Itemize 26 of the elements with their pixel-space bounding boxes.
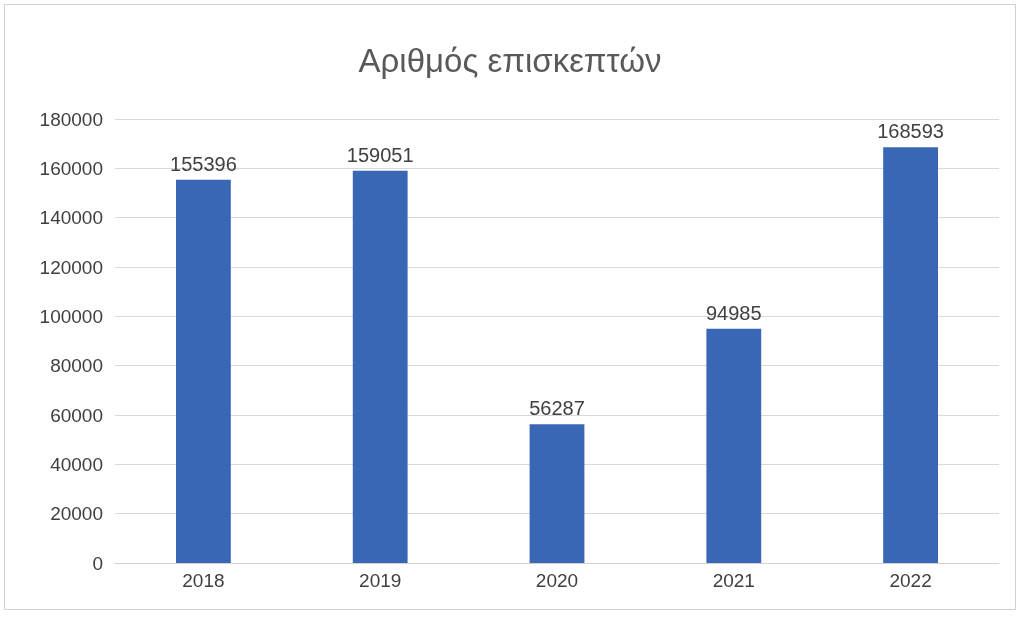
bar <box>176 179 231 563</box>
data-label: 56287 <box>529 397 585 420</box>
y-tick-label: 180000 <box>39 108 103 130</box>
x-tick-label: 2018 <box>182 570 225 591</box>
chart-title: Αριθμός επισκεπτών <box>358 42 662 79</box>
bar <box>706 328 762 563</box>
x-tick-label: 2019 <box>359 570 402 591</box>
y-tick-label: 20000 <box>50 503 103 525</box>
y-tick-label: 140000 <box>39 207 103 229</box>
y-tick-label: 100000 <box>39 305 103 327</box>
data-label: 159051 <box>346 143 414 166</box>
y-tick-label: 40000 <box>50 453 103 475</box>
x-tick-label: 2020 <box>535 570 579 591</box>
y-tick-label: 60000 <box>50 404 103 426</box>
bar <box>529 424 585 563</box>
y-tick-label: 0 <box>92 552 103 574</box>
y-tick-label: 80000 <box>50 355 103 377</box>
x-tick-label: 2022 <box>889 570 932 591</box>
data-label: 94985 <box>705 301 762 324</box>
data-label: 155396 <box>170 152 237 175</box>
y-tick-label: 120000 <box>39 256 103 278</box>
y-tick-label: 160000 <box>39 157 103 179</box>
bar <box>883 147 938 563</box>
bar <box>352 170 408 563</box>
data-label: 168593 <box>877 120 944 143</box>
x-tick-label: 2021 <box>712 570 755 591</box>
